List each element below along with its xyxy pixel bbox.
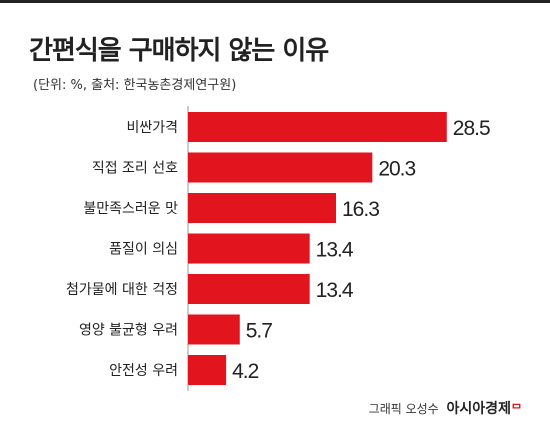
top-rule — [0, 0, 550, 3]
category-label: 영양 불균형 우려 — [79, 323, 178, 339]
bar — [188, 193, 337, 223]
credit: 그래픽 오성수 아시아경제ᄆ — [369, 398, 522, 418]
category-label: 첨가물에 대한 걱정 — [66, 282, 178, 298]
category-label: 불만족스러운 맛 — [83, 201, 178, 217]
category-label: 품질이 의심 — [109, 242, 178, 258]
value-label: 4.2 — [232, 360, 259, 383]
value-label: 16.3 — [342, 198, 379, 221]
bar — [188, 314, 240, 345]
value-label: 5.7 — [246, 320, 273, 343]
logo-mark-icon: ᄆ — [510, 402, 522, 416]
category-label: 비싼가격 — [126, 120, 178, 136]
publisher-logo: 아시아경제 — [446, 401, 511, 417]
category-label: 안전성 우려 — [109, 363, 178, 379]
bar — [188, 112, 447, 142]
bar — [188, 233, 310, 264]
value-label: 13.4 — [316, 239, 354, 262]
chart-title: 간편식을 구매하지 않는 이유 — [29, 36, 329, 66]
bar — [188, 152, 373, 183]
credit-prefix: 그래픽 오성수 — [368, 402, 439, 416]
value-label: 20.3 — [378, 158, 415, 181]
value-label: 28.5 — [453, 117, 490, 140]
bar — [188, 274, 310, 304]
chart-subtitle: (단위: %, 출처: 한국농촌경제연구원) — [33, 78, 237, 93]
bar — [188, 355, 227, 385]
value-label: 13.4 — [316, 279, 354, 302]
category-label: 직접 조리 선호 — [92, 161, 178, 177]
